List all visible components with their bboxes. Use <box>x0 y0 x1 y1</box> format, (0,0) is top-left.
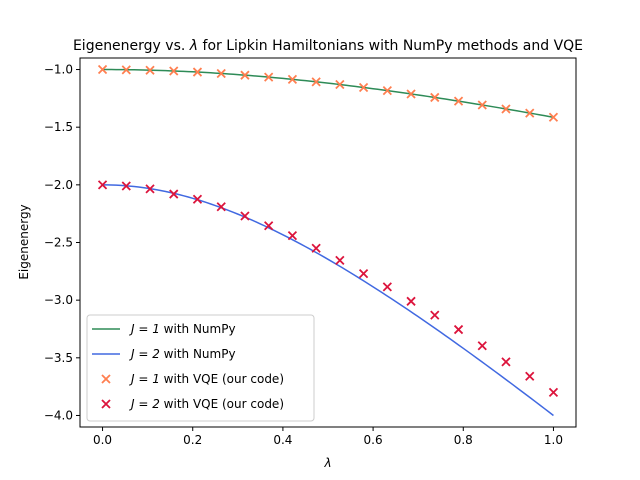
series-4-point <box>264 221 274 231</box>
series-3-point <box>121 65 131 75</box>
svg-text:Eigenenergy vs. λ for Lipkin H: Eigenenergy vs. λ for Lipkin Hamiltonian… <box>73 38 583 54</box>
series-4-point <box>287 230 298 241</box>
series-3-point <box>287 74 298 84</box>
chart-title-symbol: λ <box>189 38 198 54</box>
plot-area <box>97 64 559 417</box>
series-3-point <box>311 77 321 87</box>
y-axis-label: Eigenenergy <box>17 204 31 279</box>
y-tick-label: −1.0 <box>44 63 73 77</box>
y-tick-label: −2.0 <box>44 178 73 192</box>
series-4-point <box>501 357 511 367</box>
series-3-point <box>240 70 250 80</box>
y-tick-label: −2.5 <box>44 236 73 250</box>
x-axis-label: λ <box>323 456 331 470</box>
series-3-point <box>358 82 369 93</box>
legend: J = 1 with NumPy J = 2 with NumPy J = 1 wi… <box>86 314 315 422</box>
legend-item-4: J = 2 with VQE (our code) <box>101 397 284 411</box>
legend-item-3: J = 1 with VQE (our code) <box>101 372 284 386</box>
series-4-point <box>358 268 369 279</box>
series-3-point <box>169 66 179 76</box>
series-4-point <box>169 189 179 199</box>
series-4-point <box>121 181 131 191</box>
legend-item-2: J = 2 with NumPy <box>92 347 236 361</box>
series-3-point <box>548 112 559 122</box>
series-3-point <box>430 92 440 103</box>
legend-label: J = 1 with VQE (our code) <box>129 372 284 386</box>
chart-title-suffix: for Lipkin Hamiltonians with NumPy metho… <box>198 38 583 54</box>
legend-label: J = 2 with NumPy <box>129 347 236 361</box>
y-tick-label: −4.0 <box>44 408 73 422</box>
y-tick-label: −3.0 <box>44 293 73 307</box>
y-tick-label: −3.5 <box>44 351 73 365</box>
x-tick-label: 0.4 <box>273 433 292 447</box>
y-axis-ticks: −1.0 −1.5 −2.0 −2.5 −3.0 −3.5 −4.0 <box>44 63 80 422</box>
x-axis-ticks: 0.0 0.2 0.4 0.6 0.8 1.0 <box>93 427 563 447</box>
chart-title: Eigenenergy vs. λ for Lipkin Hamiltonian… <box>73 38 583 54</box>
legend-item-1: J = 1 with NumPy <box>92 322 236 336</box>
x-tick-label: 0.6 <box>364 433 383 447</box>
series-4-point <box>406 296 416 306</box>
series-4-point <box>311 243 321 253</box>
series-4-point <box>382 282 392 292</box>
legend-label: J = 2 with VQE (our code) <box>129 397 284 411</box>
series-3-point <box>97 64 108 75</box>
series-3-point <box>501 104 511 114</box>
series-3-point <box>453 96 464 106</box>
series-3-point <box>335 79 345 90</box>
series-4-point <box>145 184 155 194</box>
y-tick-label: −1.5 <box>44 120 73 134</box>
series-4-point <box>192 194 203 204</box>
series-4-point <box>430 310 440 320</box>
series-4-point <box>216 202 226 212</box>
series-4-point <box>548 387 559 398</box>
series-3-point <box>382 85 392 96</box>
legend-label: J = 1 with NumPy <box>129 322 236 336</box>
series-4-point <box>335 255 345 266</box>
series-4-point <box>240 211 250 221</box>
series-3-point <box>525 108 535 118</box>
series-4-point <box>477 341 487 351</box>
series-4-point <box>453 324 464 335</box>
series-4-point <box>525 371 535 381</box>
series-4-point <box>97 180 108 190</box>
series-line-2 <box>102 184 554 417</box>
series-3-point <box>216 68 226 79</box>
x-tick-label: 1.0 <box>544 433 563 447</box>
x-tick-label: 0.8 <box>454 433 473 447</box>
series-3-point <box>406 89 416 99</box>
legend-box <box>86 314 315 422</box>
series-line-1 <box>102 68 554 119</box>
series-3-point <box>264 72 274 82</box>
x-tick-label: 0.2 <box>183 433 202 447</box>
series-3-point <box>477 100 487 110</box>
series-3-point <box>192 67 203 77</box>
x-tick-label: 0.0 <box>93 433 112 447</box>
chart-title-prefix: Eigenenergy vs. <box>73 38 190 54</box>
series-3-point <box>145 65 155 75</box>
